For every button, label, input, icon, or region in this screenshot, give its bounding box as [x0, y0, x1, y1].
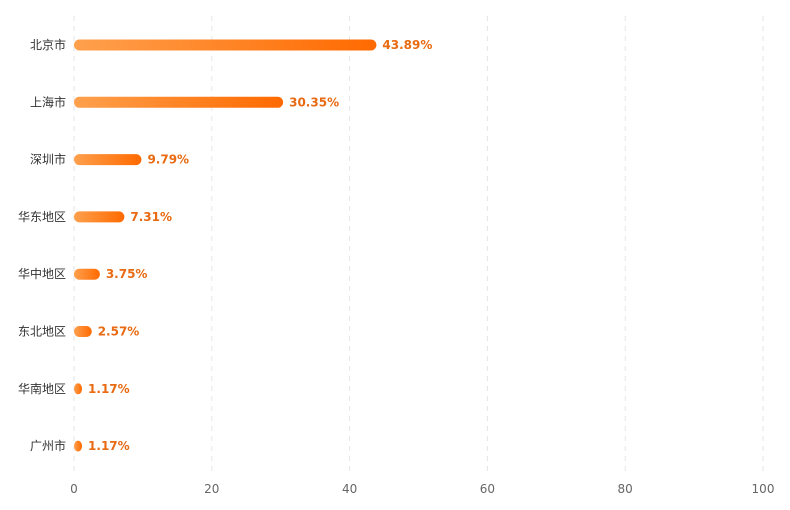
data-label: 43.89% — [382, 38, 432, 52]
data-label: 30.35% — [289, 95, 339, 109]
x-tick-label: 0 — [70, 482, 78, 496]
bar[interactable] — [74, 39, 377, 51]
category-label: 广州市 — [30, 438, 66, 453]
data-label: 1.17% — [88, 382, 130, 396]
x-axis-tick-labels: 0 20 40 60 80 100 — [70, 482, 774, 496]
category-label: 华中地区 — [18, 266, 66, 281]
bar[interactable] — [74, 383, 83, 395]
category-label: 上海市 — [30, 94, 66, 109]
bar[interactable] — [74, 440, 83, 452]
category-label: 华东地区 — [18, 210, 66, 224]
bar[interactable] — [74, 96, 284, 108]
value-labels: 43.89% 30.35% 9.79% 7.31% 3.75% 2.57% 1.17% 1.1… — [88, 38, 432, 453]
data-label: 7.31% — [130, 210, 172, 224]
bar[interactable] — [74, 211, 125, 223]
data-label: 3.75% — [106, 267, 148, 281]
bar[interactable] — [74, 154, 142, 166]
data-label: 2.57% — [98, 325, 140, 339]
grid-lines — [73, 16, 764, 474]
category-label: 北京市 — [30, 37, 66, 52]
data-label: 9.79% — [147, 153, 189, 167]
x-tick-label: 20 — [204, 482, 219, 496]
bar[interactable] — [74, 326, 92, 337]
category-label: 深圳市 — [30, 152, 66, 167]
category-label: 东北地区 — [18, 325, 66, 339]
x-tick-label: 60 — [480, 482, 495, 496]
data-label: 1.17% — [88, 439, 130, 453]
x-tick-label: 40 — [342, 482, 357, 496]
category-label: 华南地区 — [18, 381, 66, 396]
x-tick-label: 100 — [752, 482, 775, 496]
bar[interactable] — [74, 268, 100, 280]
bars — [74, 39, 377, 452]
x-tick-label: 80 — [618, 482, 633, 496]
